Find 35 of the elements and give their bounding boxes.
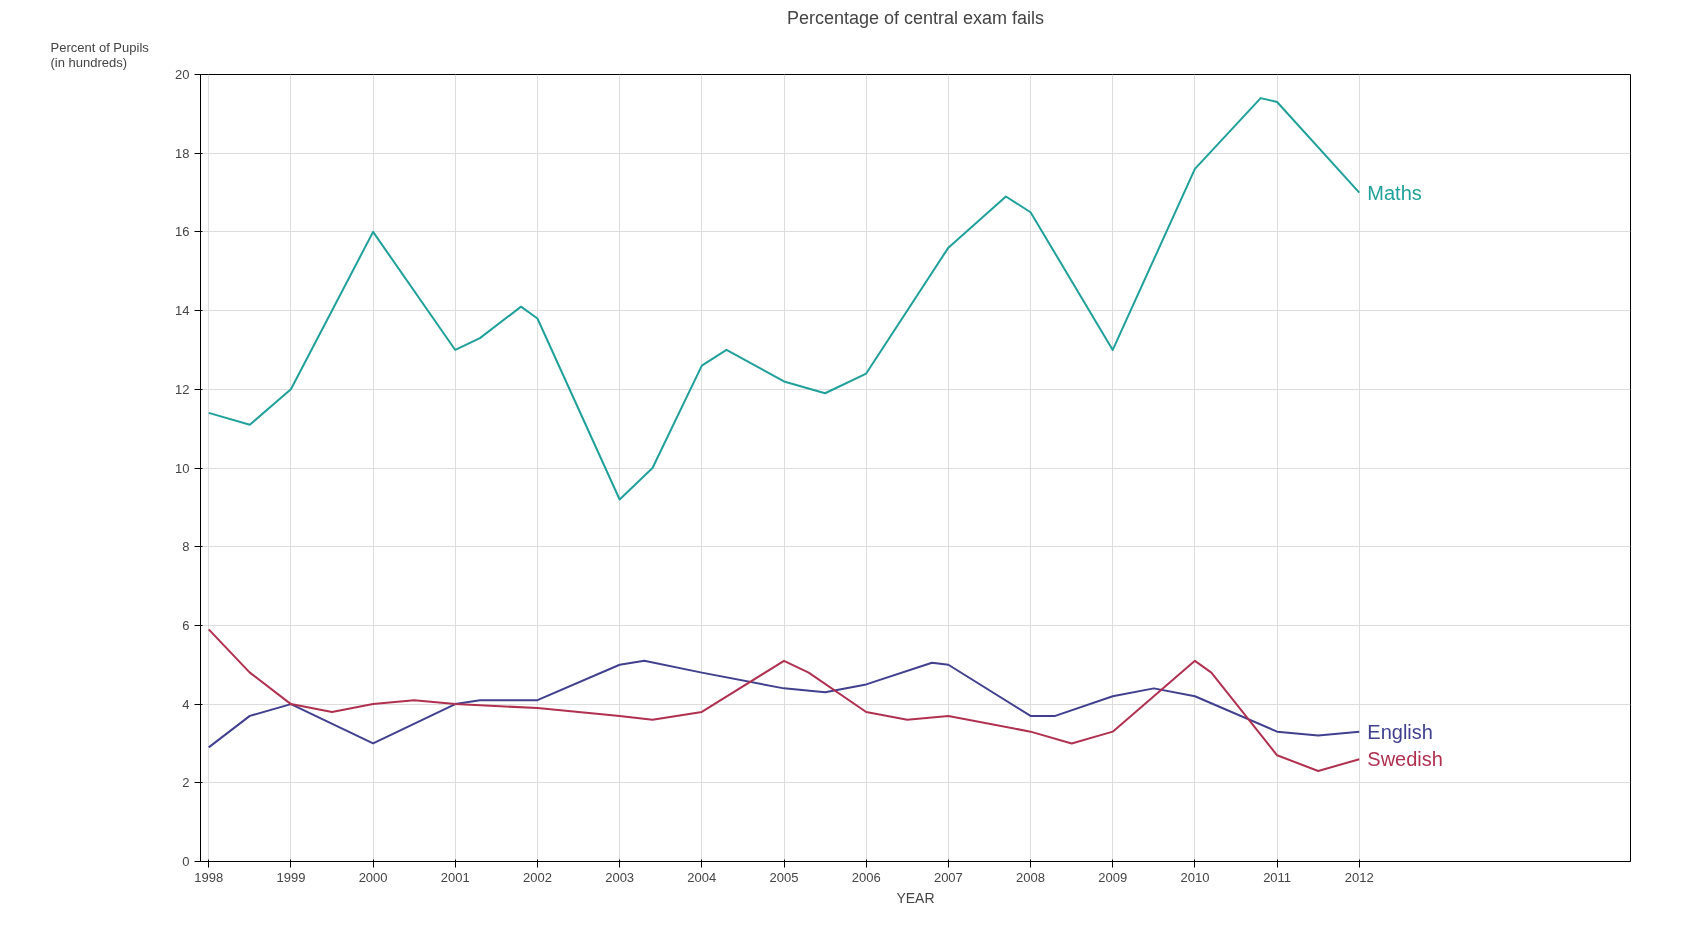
series-label: Swedish [1367,748,1443,771]
y-tick-label: 18 [175,145,190,161]
y-tick-label: 4 [182,696,190,712]
y-tick-label: 20 [175,67,190,82]
y-tick-label: 0 [182,854,190,869]
x-tick-label: 2001 [440,869,470,885]
y-tick-label: 8 [182,539,190,555]
y-tick-label: 2 [182,775,190,791]
series-label: Maths [1367,181,1422,204]
x-tick-label: 2002 [522,869,552,885]
y-tick-label: 16 [175,224,190,240]
line-series [207,97,1361,501]
x-tick-label: 2004 [687,869,717,885]
x-tick-label: 2009 [1098,869,1128,885]
x-tick-label: 2003 [605,869,635,885]
x-tick-label: 2007 [933,869,963,885]
y-tick-label: 10 [175,460,190,476]
y-axis-title: Percent of Pupils (in hundreds) [50,39,150,70]
x-tick-label: 2008 [1016,869,1046,885]
x-tick-label: 2011 [1263,869,1292,885]
line-series [207,659,1361,749]
series-label: English [1367,720,1433,743]
x-tick-label: 2006 [851,869,881,885]
x-tick-label: 1999 [276,869,306,885]
chart-title: Percentage of central exam fails [786,7,1045,28]
x-tick-label: 2000 [358,869,388,885]
x-axis-title: YEAR [896,889,935,906]
x-tick-label: 2005 [769,869,799,885]
x-tick-label: 1998 [194,869,224,885]
line-series [207,628,1361,772]
y-tick-label: 12 [175,381,190,397]
y-tick-label: 6 [182,617,190,633]
x-tick-label: 2012 [1344,869,1374,885]
y-tick-label: 14 [175,303,190,319]
x-tick-label: 2010 [1180,869,1210,885]
